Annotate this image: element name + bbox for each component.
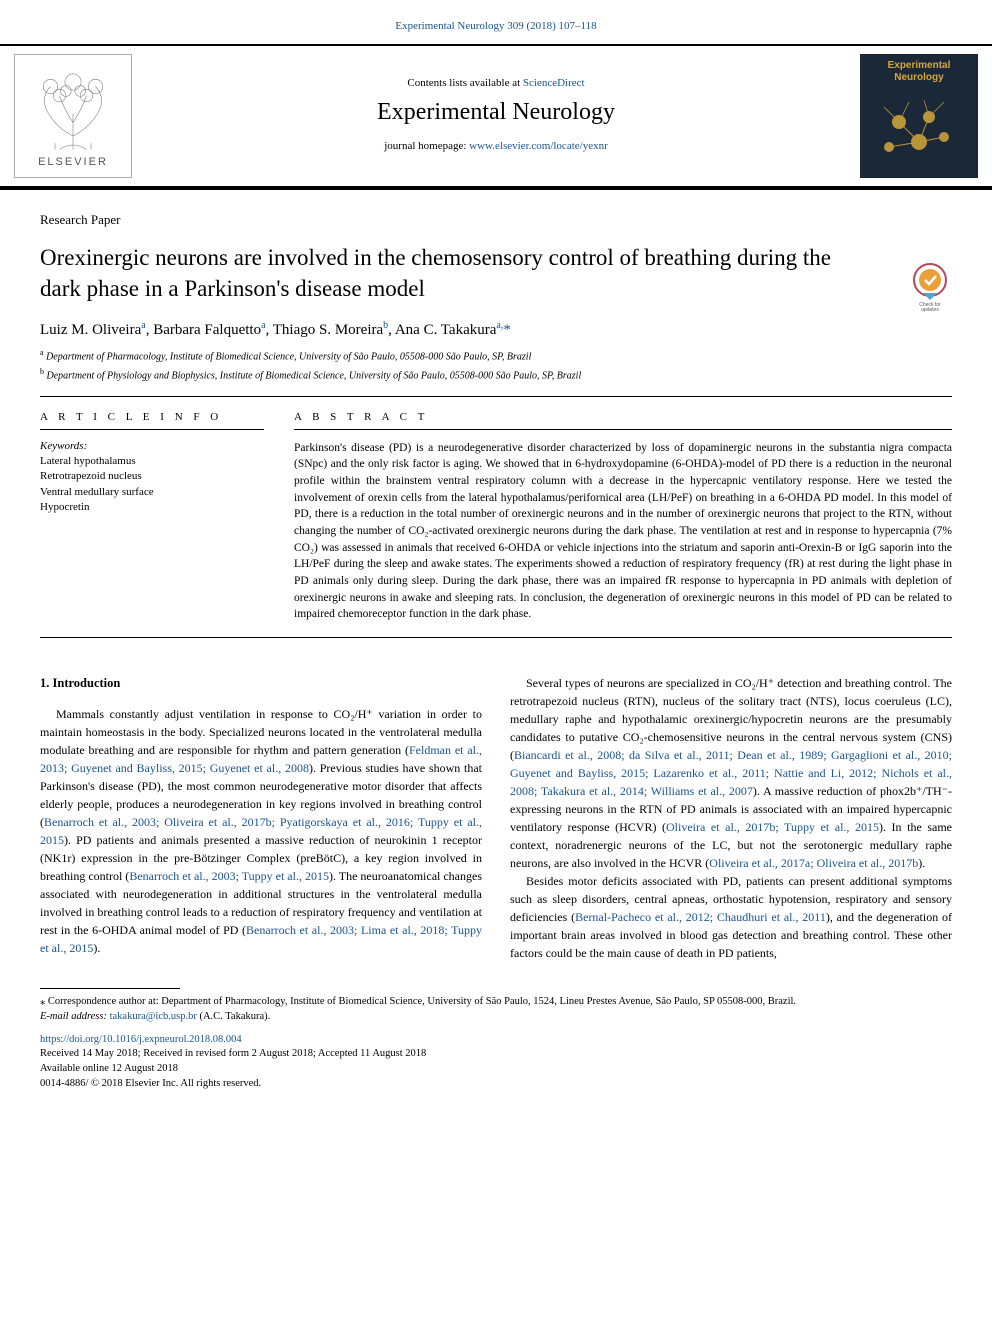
homepage-prefix: journal homepage: <box>384 140 469 152</box>
contents-prefix: Contents lists available at <box>407 77 522 89</box>
page-header-citation: Experimental Neurology 309 (2018) 107–11… <box>0 0 992 44</box>
homepage-line: journal homepage: www.elsevier.com/locat… <box>142 140 850 152</box>
affil-a-text: Department of Pharmacology, Institute of… <box>46 351 531 362</box>
rp1-d: ). <box>918 856 925 870</box>
citation-link[interactable]: Experimental Neurology 309 (2018) 107–11… <box>395 20 596 32</box>
right-paragraph-2: Besides motor deficits associated with P… <box>510 872 952 962</box>
email-label: E-mail address: <box>40 1011 110 1022</box>
journal-name: Experimental Neurology <box>142 99 850 126</box>
received-line: Received 14 May 2018; Received in revise… <box>40 1047 952 1062</box>
article-info-column: A R T I C L E I N F O Keywords: Lateral … <box>40 397 264 623</box>
abstract-label: A B S T R A C T <box>294 411 952 423</box>
left-column: 1. Introduction Mammals constantly adjus… <box>40 674 482 962</box>
ref-link[interactable]: Oliveira et al., 2017b; Tuppy et al., 20… <box>666 820 879 834</box>
intro-heading: 1. Introduction <box>40 674 482 693</box>
doi-block: https://doi.org/10.1016/j.expneurol.2018… <box>0 1025 992 1112</box>
p1-e: ). <box>93 941 100 955</box>
affiliation-b: b Department of Physiology and Biophysic… <box>40 366 952 383</box>
sciencedirect-link[interactable]: ScienceDirect <box>523 77 585 89</box>
email-suffix: (A.C. Takakura). <box>197 1011 270 1022</box>
elsevier-tree-icon <box>28 64 118 154</box>
correspondence-footnote: ⁎ Correspondence author at: Department o… <box>40 995 952 1010</box>
cover-title-line1: Experimental <box>888 60 951 71</box>
masthead-center: Contents lists available at ScienceDirec… <box>132 46 860 186</box>
journal-cover-thumb: Experimental Neurology <box>860 54 978 178</box>
cover-title-line2: Neurology <box>894 72 943 83</box>
article-title: Orexinergic neurons are involved in the … <box>40 242 952 304</box>
copyright-line: 0014-4886/ © 2018 Elsevier Inc. All righ… <box>40 1077 952 1092</box>
intro-paragraph-1: Mammals constantly adjust ventilation in… <box>40 705 482 957</box>
ref-link[interactable]: Bernal-Pacheco et al., 2012; Chaudhuri e… <box>575 910 826 924</box>
email-footnote: E-mail address: takakura@icb.usp.br (A.C… <box>40 1010 952 1025</box>
ref-link[interactable]: Oliveira et al., 2017a; Oliveira et al.,… <box>709 856 918 870</box>
online-line: Available online 12 August 2018 <box>40 1062 952 1077</box>
keywords-label: Keywords: <box>40 440 264 452</box>
ref-link[interactable]: Benarroch et al., 2003; Tuppy et al., 20… <box>129 869 329 883</box>
right-column: Several types of neurons are specialized… <box>510 674 952 962</box>
contents-line: Contents lists available at ScienceDirec… <box>142 77 850 89</box>
keywords-list: Lateral hypothalamusRetrotrapezoid nucle… <box>40 454 264 516</box>
article-info-label: A R T I C L E I N F O <box>40 411 264 423</box>
cover-neurons-icon <box>869 92 969 172</box>
journal-masthead: ELSEVIER Contents lists available at Sci… <box>0 44 992 190</box>
elsevier-label: ELSEVIER <box>38 156 108 168</box>
elsevier-logo-box: ELSEVIER <box>14 54 132 178</box>
affiliation-a: a Department of Pharmacology, Institute … <box>40 347 952 364</box>
check-updates-badge[interactable]: Check for updates <box>908 262 952 306</box>
homepage-link[interactable]: www.elsevier.com/locate/yexnr <box>469 140 608 152</box>
abstract-text: Parkinson's disease (PD) is a neurodegen… <box>294 440 952 623</box>
footnote-block: ⁎ Correspondence author at: Department o… <box>0 988 992 1024</box>
authors-line: Luiz M. Oliveiraa, Barbara Falquettoa, T… <box>40 320 952 339</box>
doi-link[interactable]: https://doi.org/10.1016/j.expneurol.2018… <box>40 1034 242 1045</box>
cover-title: Experimental Neurology <box>888 60 951 84</box>
svg-text:updates: updates <box>921 307 939 312</box>
article-type: Research Paper <box>40 212 952 228</box>
affil-b-text: Department of Physiology and Biophysics,… <box>47 371 582 382</box>
email-link[interactable]: takakura@icb.usp.br <box>110 1011 197 1022</box>
right-paragraph-1: Several types of neurons are specialized… <box>510 674 952 872</box>
body-two-column: 1. Introduction Mammals constantly adjus… <box>0 674 992 962</box>
abstract-column: A B S T R A C T Parkinson's disease (PD)… <box>294 397 952 623</box>
